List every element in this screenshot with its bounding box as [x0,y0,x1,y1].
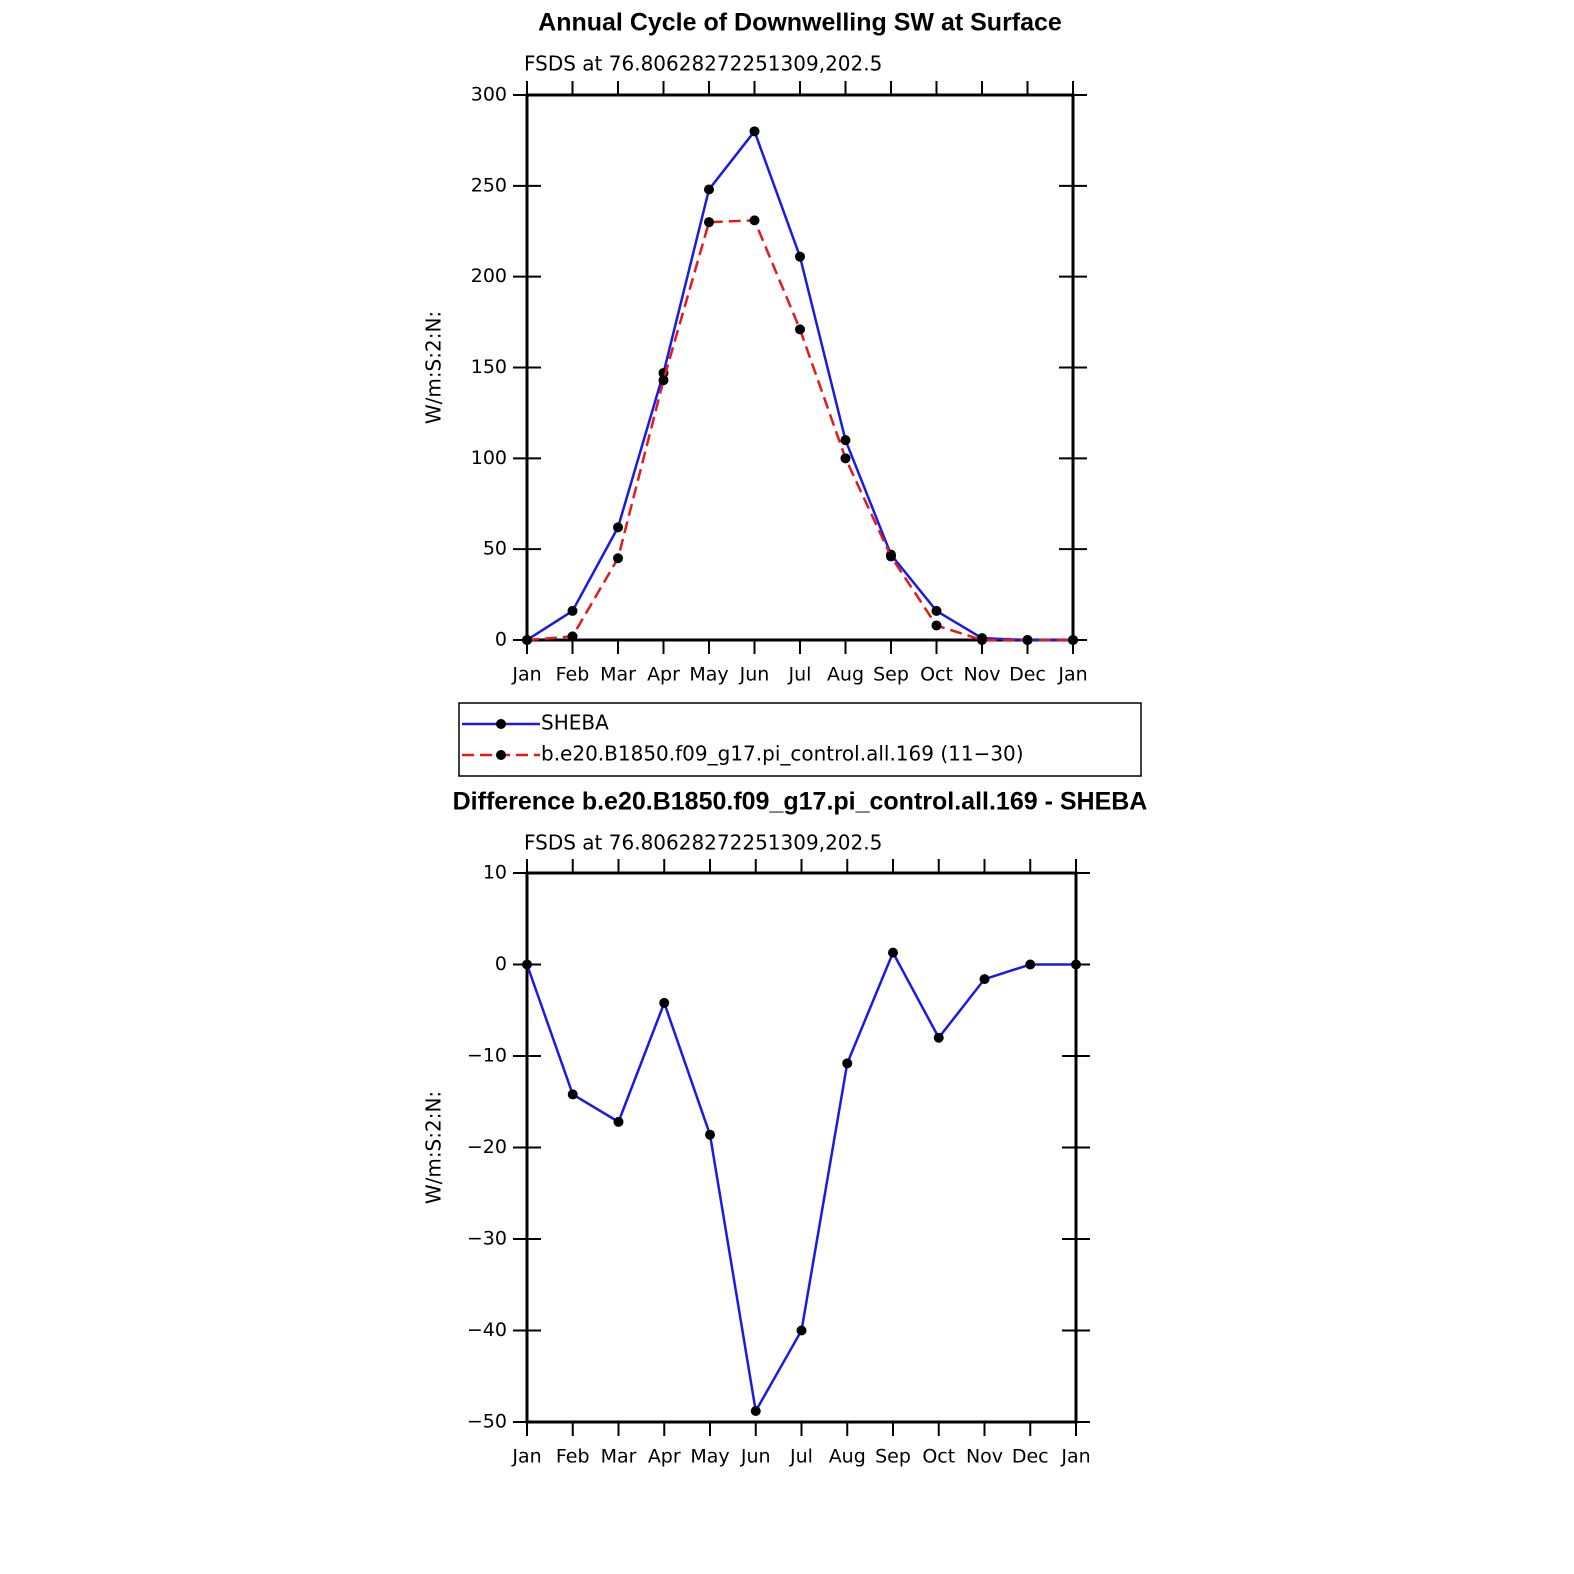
x-tick-label: Sep [875,1446,911,1468]
y-tick-label: 10 [483,862,507,884]
marker [613,553,623,564]
x-tick-label: Nov [963,664,1000,686]
y-tick-label: −30 [467,1228,507,1250]
legend-marker [496,719,506,729]
marker [796,1325,807,1336]
marker [749,215,760,226]
marker [1022,635,1033,645]
plot-frame [525,871,1078,1424]
chart-title: Annual Cycle of Downwelling SW at Surfac… [538,9,1062,37]
marker [659,997,670,1008]
marker [933,1032,944,1043]
y-tick-label: 0 [495,629,507,651]
marker [750,1406,761,1417]
subtitle: FSDS at 76.80628272251309,202.5 [524,52,882,76]
marker [658,375,669,386]
marker [705,1129,715,1140]
legend-marker [496,750,506,760]
marker [613,1116,624,1127]
marker [749,126,760,137]
x-tick-label: Aug [827,664,864,686]
marker [522,959,532,970]
x-tick-label: Apr [647,664,680,686]
x-tick-label: Nov [966,1446,1003,1468]
y-tick-label: −20 [467,1136,507,1158]
marker [931,620,942,631]
series-line [525,949,1076,1415]
x-tick-label: May [689,664,728,686]
marker [842,1058,853,1069]
marker [886,551,896,562]
y-tick-label: 200 [471,265,507,287]
x-tick-label: Oct [920,664,953,686]
y-tick-label: 0 [495,953,507,975]
x-tick-label: May [690,1446,729,1468]
marker [1025,959,1036,970]
marker [567,631,578,642]
x-tick-label: Sep [873,664,909,686]
x-tick-label: Jan [511,1446,541,1468]
y-tick-label: 150 [471,356,507,378]
y-tick-label: −50 [467,1411,507,1433]
y-tick-label: −10 [467,1045,507,1067]
y-axis-label: W/m:S:2:N: [422,1091,446,1204]
y-tick-label: 250 [471,174,507,196]
x-tick-label: Feb [556,664,590,686]
x-tick-label: Mar [601,1446,637,1468]
marker [977,635,987,645]
x-tick-label: Dec [1009,664,1046,686]
legend-label: b.e20.B1850.f09_g17.pi_control.all.169 (… [541,742,1024,766]
marker [931,605,942,616]
marker [1071,959,1081,970]
legend-label: SHEBA [541,711,609,735]
x-tick-label: Apr [648,1446,681,1468]
y-tick-label: 100 [471,447,507,469]
series-line [526,128,1073,642]
marker [795,251,805,262]
x-tick-label: Jan [1057,664,1087,686]
x-tick-label: Jun [740,1446,771,1468]
x-tick-label: Jul [788,664,812,686]
marker [567,1089,578,1100]
x-tick-label: Oct [922,1446,955,1468]
x-tick-label: Mar [600,664,636,686]
y-tick-label: −40 [467,1319,507,1341]
plot-frame [525,93,1075,642]
y-tick-label: 300 [471,84,507,106]
y-tick-label: 50 [483,538,507,560]
series-line [526,219,1073,642]
marker [704,217,714,228]
subtitle: FSDS at 76.80628272251309,202.5 [524,831,882,855]
marker [979,974,990,985]
marker [888,947,898,958]
marker [840,435,851,446]
marker [522,635,532,645]
marker [704,184,714,195]
x-tick-label: Feb [556,1446,590,1468]
x-tick-label: Jan [511,664,541,686]
marker [613,522,623,533]
marker [795,324,805,335]
x-tick-label: Dec [1012,1446,1049,1468]
marker [1068,635,1078,645]
x-tick-label: Jul [789,1446,813,1468]
y-axis-label: W/m:S:2:N: [422,311,446,424]
x-tick-label: Aug [829,1446,866,1468]
x-tick-label: Jun [739,664,770,686]
marker [567,605,578,616]
chart-title: Difference b.e20.B1850.f09_g17.pi_contro… [453,788,1148,816]
marker [840,453,851,464]
legend-box [458,702,1142,777]
x-tick-label: Jan [1060,1446,1090,1468]
